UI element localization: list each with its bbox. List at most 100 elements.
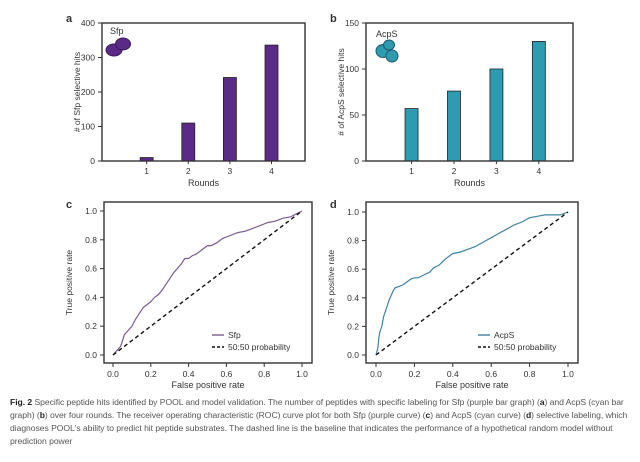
- legend-label: 50:50 probability: [494, 342, 557, 352]
- roc-curve-sfp: [112, 210, 303, 356]
- x-tick-label: 0.0: [107, 369, 119, 379]
- bar-round-1: [404, 108, 419, 162]
- lines-d: [375, 211, 569, 356]
- figure-caption: Fig. 2 Specific peptide hits identified …: [10, 396, 632, 448]
- plot-frame-a: [101, 22, 306, 162]
- x-axis-label-d: False positive rate: [435, 380, 508, 390]
- y-ticks-b: 0 50 100 150: [345, 18, 366, 166]
- y-ticks-a: 0 100 200 300 400: [81, 18, 102, 166]
- x-tick-label: 0.8: [524, 369, 536, 379]
- x-tick-label: 3: [494, 166, 499, 176]
- y-tick-label: 100: [345, 64, 359, 74]
- x-tick-label: 0.4: [183, 369, 195, 379]
- plot-frame-d: [365, 201, 579, 364]
- bar-round-4: [264, 44, 279, 162]
- panel-b-acps-bar-chart: b 0 50 100 150 1 2 3 4 AcpS Rounds # of AcpS s…: [330, 13, 574, 188]
- y-ticks-c: 0.0 0.2 0.4 0.6 0.8 1.0: [85, 206, 104, 360]
- x-axis-label-c: False positive rate: [171, 380, 244, 390]
- panel-label-b: b: [330, 13, 337, 25]
- y-tick-label: 300: [81, 53, 95, 63]
- y-tick-label: 0.0: [85, 350, 97, 360]
- caption-body: Specific peptide hits identified by POOL…: [10, 397, 627, 446]
- x-tick-label: 1: [144, 166, 149, 176]
- caption-panel-ref: b: [39, 410, 45, 420]
- x-tick-label: 4: [536, 166, 541, 176]
- y-tick-label: 100: [81, 122, 95, 132]
- y-tick-label: 0.2: [85, 321, 97, 331]
- legend-label: 50:50 probability: [228, 342, 291, 352]
- caption-panel-ref: a: [539, 397, 545, 407]
- baseline-dashed-line: [375, 211, 569, 356]
- sfp-enzyme-icon: [105, 37, 131, 57]
- panel-a-sfp-bar-chart: a 0 100 200 300 400 1 2 3 4 Sfp Rounds # of Sfp…: [66, 13, 306, 188]
- x-tick-label: 0.6: [220, 369, 232, 379]
- y-tick-label: 0.2: [347, 321, 359, 331]
- x-tick-label: 0.2: [145, 369, 157, 379]
- legend-d: AcpS 50:50 probability: [478, 330, 557, 352]
- x-tick-label: 1: [409, 166, 414, 176]
- y-tick-label: 50: [350, 110, 360, 120]
- y-tick-label: 200: [81, 87, 95, 97]
- x-axis-label-a: Rounds: [188, 178, 220, 188]
- caption-panel-ref: d: [525, 410, 532, 420]
- panel-c-sfp-roc-chart: c 0.00.20.40.60.81.0 0.0 0.2 0.4 0.6 0.8 1.0 …: [64, 199, 313, 390]
- x-tick-label: 0.2: [408, 369, 420, 379]
- caption-text: ) selective labeling, which diagnoses PO…: [10, 410, 628, 446]
- panel-label-a: a: [66, 13, 73, 25]
- baseline-dashed-line: [112, 210, 303, 356]
- y-tick-label: 0.4: [347, 293, 359, 303]
- bars-a: [139, 44, 279, 162]
- caption-text: ) and AcpS (cyan curve) (: [430, 410, 526, 420]
- x-tick-label: 3: [228, 166, 233, 176]
- x-tick-label: 0.6: [485, 369, 497, 379]
- lines-c: [112, 210, 303, 356]
- roc-curve-acps: [375, 211, 569, 356]
- y-tick-label: 0.6: [85, 264, 97, 274]
- panel-label-c: c: [66, 199, 72, 211]
- x-axis-label-b: Rounds: [454, 178, 486, 188]
- bar-round-4: [531, 41, 546, 162]
- y-ticks-d: 0.0 0.2 0.4 0.6 0.8 1.0: [347, 207, 366, 360]
- y-tick-label: 1.0: [347, 207, 359, 217]
- y-axis-label-c: True positive rate: [64, 250, 74, 316]
- plot-frame-b: [365, 22, 574, 162]
- inset-label-sfp: Sfp: [110, 26, 124, 36]
- x-ticks-b: 1 2 3 4: [409, 161, 541, 176]
- x-tick-label: 2: [452, 166, 457, 176]
- caption-text: Specific peptide hits identified by POOL…: [32, 397, 537, 407]
- y-axis-label-a: # of Sfp selective hits: [72, 52, 82, 132]
- y-tick-label: 0.4: [85, 292, 97, 302]
- panel-d-acps-roc-chart: d 0.00.20.40.60.81.0 0.0 0.2 0.4 0.6 0.8 1.0 …: [326, 199, 579, 390]
- y-tick-label: 0.0: [347, 350, 359, 360]
- caption-text: (: [536, 397, 540, 407]
- x-tick-label: 0.4: [447, 369, 459, 379]
- legend-label: AcpS: [494, 330, 515, 340]
- y-axis-label-d: True positive rate: [326, 250, 336, 316]
- bars-b: [404, 41, 546, 162]
- inset-label-acps: AcpS: [376, 29, 398, 39]
- acps-enzyme-icon: [375, 39, 399, 63]
- x-tick-label: 0.8: [258, 369, 270, 379]
- plot-frame-c: [103, 201, 313, 364]
- legend-label: Sfp: [228, 330, 241, 340]
- caption-text: ) and AcpS (cyan bar graph) (: [10, 397, 624, 420]
- y-axis-label-b: # of AcpS selective hits: [336, 48, 346, 135]
- caption-text: ) over four rounds. The receiver operati…: [44, 410, 426, 420]
- y-tick-label: 0.6: [347, 264, 359, 274]
- y-tick-label: 0.8: [347, 236, 359, 246]
- y-tick-label: 0: [354, 156, 359, 166]
- y-tick-label: 1.0: [85, 206, 97, 216]
- x-ticks-c: 0.0 0.2 0.4 0.6 0.8 1.0: [107, 363, 308, 379]
- y-tick-label: 0: [90, 156, 95, 166]
- bar-round-2: [181, 122, 196, 162]
- x-ticks-d: 0.0 0.2 0.4 0.6 0.8 1.0: [370, 363, 574, 379]
- x-tick-label: 1.0: [562, 369, 574, 379]
- x-tick-label: 0.0: [370, 369, 382, 379]
- y-tick-label: 400: [81, 18, 95, 28]
- bar-round-3: [222, 77, 237, 162]
- bar-round-2: [447, 90, 461, 162]
- figure: a 0 100 200 300 400 1 2 3 4 Sfp Rounds # of Sfp…: [64, 13, 579, 390]
- y-tick-label: 150: [345, 18, 359, 28]
- x-tick-label: 1.0: [296, 369, 308, 379]
- caption-panel-ref: c: [425, 410, 431, 420]
